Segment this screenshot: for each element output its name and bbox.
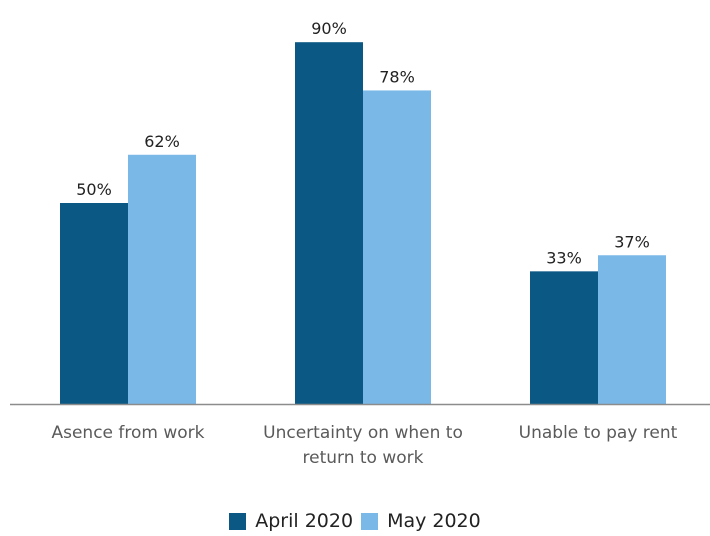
category-labels-group: Asence from work Uncertainty on when to re… (51, 423, 677, 468)
legend-label-april: April 2020 (255, 510, 354, 532)
bars-group (60, 42, 666, 404)
bar-may-0 (128, 154, 196, 404)
legend-item-april: April 2020 (229, 510, 353, 532)
category-label-1-line-1: return to work (303, 448, 424, 468)
legend-swatch-may (361, 512, 379, 530)
value-label-may-0: 62% (144, 132, 180, 151)
value-label-may-1: 78% (379, 67, 415, 86)
legend-label-may: May 2020 (387, 510, 481, 532)
bar-april-0 (60, 203, 128, 404)
category-label-0-line-0: Asence from work (51, 423, 204, 443)
value-label-may-2: 37% (614, 232, 650, 251)
value-label-april-1: 90% (311, 19, 347, 38)
bar-may-1 (363, 90, 431, 404)
value-labels-group: 50% 90% 33% 62% 78% 37% (76, 19, 650, 267)
category-label-2-line-0: Unable to pay rent (519, 423, 678, 443)
legend-swatch-april (229, 512, 247, 530)
value-label-april-0: 50% (76, 180, 112, 199)
bar-april-2 (530, 271, 598, 404)
bar-april-1 (295, 42, 363, 404)
legend-item-may: May 2020 (361, 510, 481, 532)
bar-may-2 (598, 255, 666, 404)
category-label-1-line-0: Uncertainty on when to (263, 423, 463, 443)
legend: April 2020 May 2020 (0, 510, 710, 532)
value-label-april-2: 33% (546, 248, 582, 267)
